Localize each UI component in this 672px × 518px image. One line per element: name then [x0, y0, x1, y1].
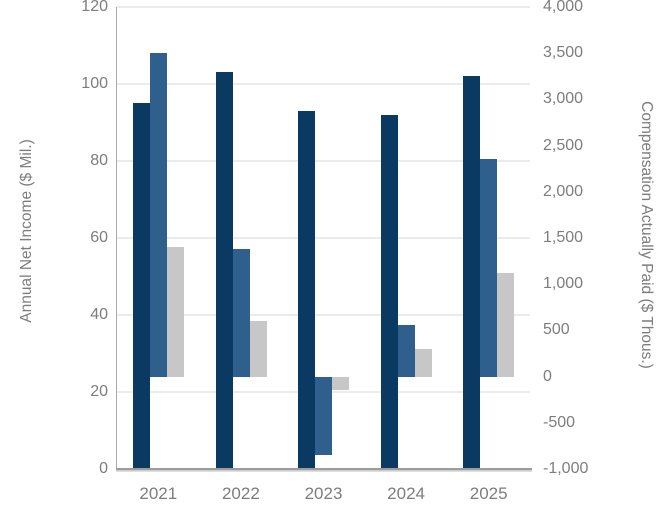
right-axis-tick-label: 1,000 [543, 275, 584, 293]
gridline [117, 314, 530, 316]
bar-compensation-actually-paid-gray [249, 321, 267, 377]
plot-area [117, 6, 530, 469]
right-axis-tick-label: 2,500 [543, 136, 584, 154]
gridline [117, 83, 530, 85]
bar-compensation-actually-paid-blue [315, 376, 333, 456]
x-axis-label: 2023 [304, 484, 343, 503]
right-axis-tick-label: -500 [543, 413, 576, 431]
x-axis-label: 2022 [221, 484, 260, 503]
left-axis-tick-label: 60 [90, 229, 108, 246]
right-axis-tick-label: 3,500 [543, 44, 584, 62]
bar-compensation-actually-paid-blue [480, 159, 498, 377]
x-axis-label: 2024 [387, 484, 425, 503]
bottom-axis-line [115, 468, 532, 470]
gridline [117, 6, 530, 8]
right-axis-title: Compensation Actually Paid ($ Thous.) [638, 101, 655, 369]
bar-compensation-actually-paid-gray [414, 348, 432, 377]
x-axis-label: 2025 [469, 484, 508, 503]
right-axis-tick-label: -1,000 [543, 460, 589, 477]
bar-compensation-actually-paid-blue [232, 249, 250, 377]
bar-compensation-actually-paid-blue [150, 53, 167, 377]
right-axis-tick-label: 4,000 [543, 0, 584, 15]
bar-compensation-actually-paid-gray [167, 247, 184, 377]
bar-annual-net-income-navy [380, 114, 398, 469]
left-axis-tick-label: 120 [81, 0, 108, 15]
gridline [117, 160, 530, 162]
bar-annual-net-income-navy [133, 103, 150, 469]
right-axis-tick-label: 500 [543, 321, 570, 339]
bar-compensation-actually-paid-gray [497, 273, 515, 377]
bar-annual-net-income-navy [215, 72, 233, 469]
left-axis-tick-label: 100 [81, 75, 108, 92]
left-axis-line [115, 7, 118, 470]
bar-compensation-actually-paid-blue [397, 324, 415, 377]
gridline [117, 237, 530, 239]
right-axis-tick-label: 0 [543, 367, 552, 385]
right-axis-tick-label: 1,500 [543, 229, 584, 246]
bar-annual-net-income-navy [298, 110, 316, 469]
right-axis-tick-label: 3,000 [543, 90, 584, 108]
right-axis-tick-label: 2,000 [543, 182, 584, 200]
left-axis-tick-label: 80 [90, 152, 108, 169]
x-axis-label: 2021 [139, 484, 178, 503]
bar-compensation-actually-paid-gray [332, 376, 350, 391]
left-axis-tick-label: 0 [99, 460, 108, 477]
left-axis-tick-label: 20 [90, 383, 108, 400]
left-axis-tick-label: 40 [90, 306, 108, 323]
bar-annual-net-income-navy [463, 76, 481, 469]
